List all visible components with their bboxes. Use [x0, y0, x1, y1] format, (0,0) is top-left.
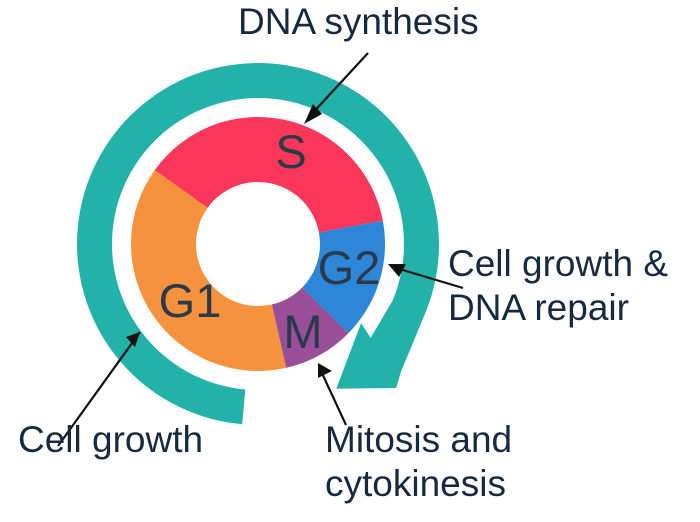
svg-text:M: M: [283, 305, 322, 358]
svg-text:G2: G2: [318, 241, 381, 294]
svg-text:S: S: [275, 125, 306, 178]
svg-text:G1: G1: [159, 274, 222, 327]
